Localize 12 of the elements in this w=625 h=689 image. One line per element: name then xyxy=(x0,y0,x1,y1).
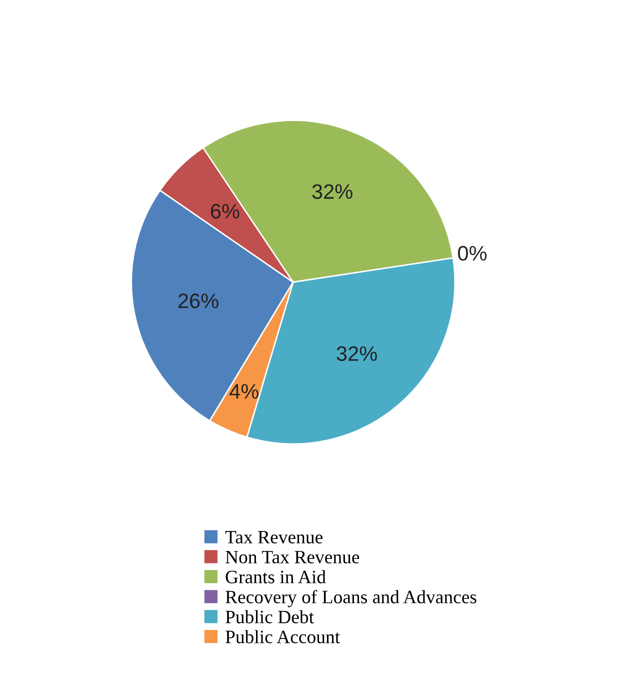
text: 0% xyxy=(458,246,487,261)
legend-label: Recovery of Loans and Advances xyxy=(226,590,476,608)
legend-label: Non Tax Revenue xyxy=(226,550,360,564)
data-label: 26% xyxy=(178,293,218,308)
legend-label: Public Debt xyxy=(226,610,314,624)
data-label: 4% xyxy=(230,384,258,399)
data-label: 32% xyxy=(312,184,352,199)
legend-label: Grants in Aid xyxy=(226,570,326,584)
data-label: 6% xyxy=(210,204,240,219)
legend-label: Public Account xyxy=(226,630,340,644)
data-label: 32% xyxy=(336,346,377,361)
legend-label: Tax Revenue xyxy=(225,531,322,544)
